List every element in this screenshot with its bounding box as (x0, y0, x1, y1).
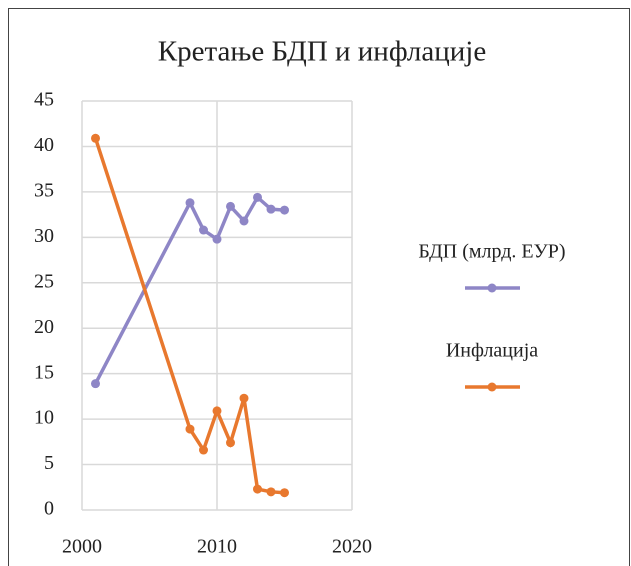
legend-label: Инфлација (446, 340, 538, 362)
data-point (226, 438, 235, 448)
data-point (185, 424, 195, 434)
y-tick-label: 5 (44, 452, 54, 474)
data-point (280, 488, 289, 498)
data-point (239, 216, 249, 226)
data-point (212, 406, 222, 416)
y-tick-label: 0 (44, 498, 54, 520)
frame (8, 8, 630, 566)
y-tick-label: 30 (34, 225, 54, 247)
data-point (280, 205, 289, 215)
legend-marker (487, 283, 497, 293)
data-point (239, 393, 249, 403)
chart-title: Кретање БДП и инфлације (158, 36, 486, 68)
data-point (212, 234, 222, 244)
data-point (266, 487, 276, 497)
y-tick-label: 40 (34, 134, 54, 156)
data-point (253, 484, 262, 494)
y-tick-label: 35 (34, 179, 54, 201)
y-tick-label: 15 (34, 361, 54, 383)
data-point (199, 445, 208, 455)
data-point (91, 379, 100, 389)
legend-marker (487, 382, 497, 392)
data-point (185, 198, 195, 208)
data-point (266, 204, 276, 214)
data-point (199, 225, 208, 235)
y-tick-label: 45 (34, 89, 54, 111)
data-point (91, 133, 100, 143)
x-tick-label: 2000 (62, 536, 102, 558)
y-tick-label: 20 (34, 316, 54, 338)
data-point (253, 192, 262, 202)
y-tick-label: 10 (34, 407, 54, 429)
x-tick-label: 2020 (332, 536, 372, 558)
legend-label: БДП (млрд. ЕУР) (418, 241, 565, 263)
data-point (226, 201, 235, 211)
x-tick-label: 2010 (197, 536, 237, 558)
y-tick-label: 25 (34, 270, 54, 292)
